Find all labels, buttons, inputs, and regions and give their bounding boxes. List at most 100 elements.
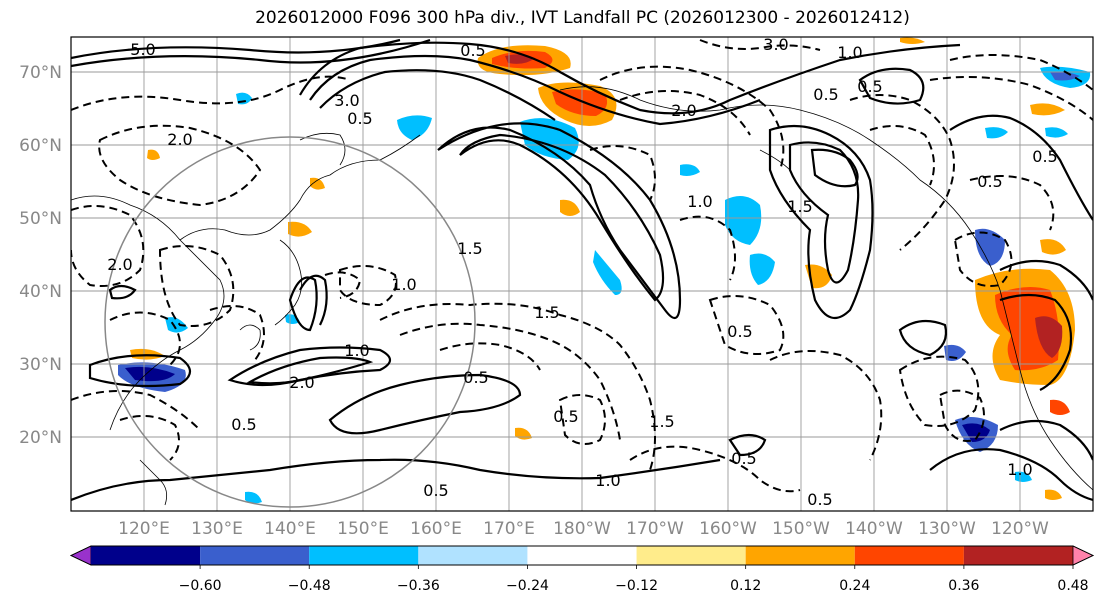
- longitude-label: 170°E: [483, 519, 535, 539]
- longitude-label: 130°W: [918, 519, 976, 539]
- longitude-label: 150°E: [337, 519, 389, 539]
- colorbar-tick-labels: −0.60 −0.48 −0.36 −0.24 −0.12 0.12 0.24 0.36 0.4…: [179, 565, 1089, 594]
- colorbar-tick-label: −0.48: [288, 578, 331, 594]
- colorbar-segment: [527, 546, 637, 565]
- colorbar-tick-label: 0.12: [730, 578, 761, 594]
- graticule: [71, 37, 1093, 511]
- colorbar-segment: [636, 546, 746, 565]
- longitude-labels: 120°E 130°E 140°E 150°E 160°E 170°E 180°W 170°W…: [118, 519, 1049, 539]
- colorbar-tick-label: 0.48: [1057, 578, 1088, 594]
- shade-orange-blob: [288, 221, 312, 237]
- colorbar: [69, 545, 1095, 566]
- colorbar-tick-label: −0.12: [615, 578, 658, 594]
- shade-red-blob: [995, 286, 1059, 371]
- contour-labels: 5.03.00.52.01.01.50.52.00.51.01.50.50.51…: [107, 35, 1057, 509]
- contour-label: 3.0: [334, 91, 359, 110]
- colorbar-tick-label: −0.24: [506, 578, 549, 594]
- colorbar-outline: [69, 545, 1095, 566]
- contour-label: 5.0: [130, 40, 155, 59]
- latitude-labels: 70°N 60°N 50°N 40°N 30°N 20°N: [19, 63, 62, 448]
- shade-orange-blob: [560, 199, 580, 216]
- latitude-label: 60°N: [19, 136, 62, 156]
- shade-orange-blob: [1050, 399, 1070, 415]
- contour-label: 0.5: [231, 415, 256, 434]
- contour-label: 1.5: [649, 412, 674, 431]
- contour-label: 0.5: [727, 322, 752, 341]
- map-content: [71, 37, 1093, 511]
- contour-label: 0.5: [1032, 147, 1057, 166]
- longitude-label: 170°W: [626, 519, 684, 539]
- longitude-label: 140°W: [845, 519, 903, 539]
- colorbar-tick-label: 0.36: [948, 578, 979, 594]
- colorbar-tick-label: −0.36: [397, 578, 440, 594]
- contour-label: 2.0: [107, 255, 132, 274]
- shade-orange-blob: [900, 37, 925, 44]
- shade-orange-blob: [1040, 239, 1066, 255]
- colorbar-tick-label: −0.60: [179, 578, 222, 594]
- shade-orange-blob: [1045, 489, 1062, 500]
- contour-label: 0.5: [460, 41, 485, 60]
- latitude-label: 50°N: [19, 209, 62, 229]
- longitude-label: 120°E: [118, 519, 170, 539]
- shade-blue-blob: [1015, 471, 1032, 482]
- shade-blue-blob: [985, 127, 1008, 139]
- contour-label: 2.0: [671, 101, 696, 120]
- colorbar-segment: [418, 546, 528, 565]
- shade-red-blob: [552, 89, 608, 116]
- shade-darkred-blob: [1035, 316, 1063, 358]
- map-title: 2026012000 F096 300 hPa div., IVT Landfa…: [255, 8, 910, 28]
- longitude-label: 160°W: [699, 519, 757, 539]
- shade-orange-blob: [147, 149, 160, 160]
- contour-label: 1.0: [391, 275, 416, 294]
- highlight-circle: [104, 136, 476, 508]
- shade-blue-blob: [165, 317, 188, 333]
- colorbar-tick-label: 0.24: [839, 578, 870, 594]
- colorbar-segment: [854, 546, 964, 565]
- shade-blue-blob: [593, 250, 622, 295]
- contour-label: 1.5: [787, 197, 812, 216]
- contour-label: 1.0: [344, 341, 369, 360]
- contour-label: 1.0: [837, 43, 862, 62]
- contour-label: 2.0: [289, 373, 314, 392]
- longitude-label: 160°E: [410, 519, 462, 539]
- latitude-label: 40°N: [19, 282, 62, 302]
- contour-label: 2.0: [167, 130, 192, 149]
- longitude-label: 150°W: [772, 519, 830, 539]
- colorbar-segment: [309, 546, 419, 565]
- shade-orange-blob: [310, 177, 325, 190]
- contour-label: 0.5: [731, 449, 756, 468]
- contour-label: 0.5: [347, 109, 372, 128]
- longitude-label: 120°W: [991, 519, 1049, 539]
- solid-contours: [71, 38, 1093, 502]
- colorbar-segment: [963, 546, 1073, 565]
- shade-blue-blob: [680, 164, 700, 176]
- contour-label: 0.5: [423, 481, 448, 500]
- colorbar-segment: [91, 546, 201, 565]
- dashed-contours: [71, 39, 1093, 493]
- shade-blue-blob: [725, 196, 762, 245]
- shade-blue-blob: [1050, 71, 1080, 81]
- contour-label: 1.0: [595, 471, 620, 490]
- shading-layer: [118, 37, 1091, 504]
- colorbar-segment: [745, 546, 855, 565]
- colorbar-extend-high: [1072, 545, 1094, 566]
- latitude-label: 30°N: [19, 355, 62, 375]
- contour-label: 3.0: [763, 35, 788, 54]
- shade-blue-blob: [245, 491, 262, 504]
- colorbar-segment: [200, 546, 310, 565]
- contour-label: 1.0: [687, 192, 712, 211]
- colorbar-extend-low: [70, 545, 92, 566]
- latitude-label: 20°N: [19, 428, 62, 448]
- contour-label: 1.5: [534, 303, 559, 322]
- shade-blue-blob: [1045, 127, 1068, 138]
- contour-label: 1.5: [457, 239, 482, 258]
- contour-label: 0.5: [807, 490, 832, 509]
- shade-blue-blob: [749, 253, 775, 285]
- contour-label: 0.5: [553, 407, 578, 426]
- map-frame: [70, 36, 1094, 512]
- shade-orange-blob: [1030, 103, 1065, 116]
- contour-label: 0.5: [463, 368, 488, 387]
- shade-blue-blob: [975, 228, 1005, 266]
- contour-label: 0.5: [857, 77, 882, 96]
